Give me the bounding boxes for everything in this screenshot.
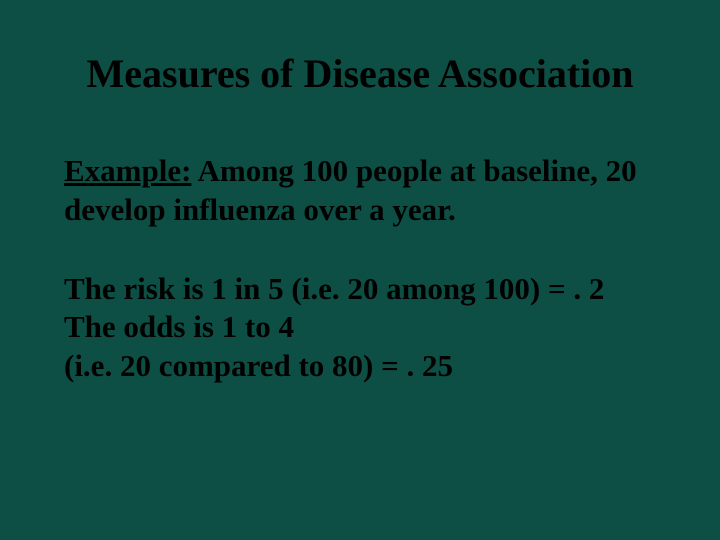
odds-line: (i.e. 20 compared to 80) = . 25 <box>64 347 660 386</box>
example-paragraph: Example: Among 100 people at baseline, 2… <box>60 152 660 230</box>
example-label: Example: <box>64 153 191 188</box>
slide-title: Measures of Disease Association <box>60 50 660 97</box>
risk-line: The risk is 1 in 5 (i.e. 20 among 100) =… <box>64 270 660 348</box>
risk-odds-paragraph: The risk is 1 in 5 (i.e. 20 among 100) =… <box>60 270 660 386</box>
